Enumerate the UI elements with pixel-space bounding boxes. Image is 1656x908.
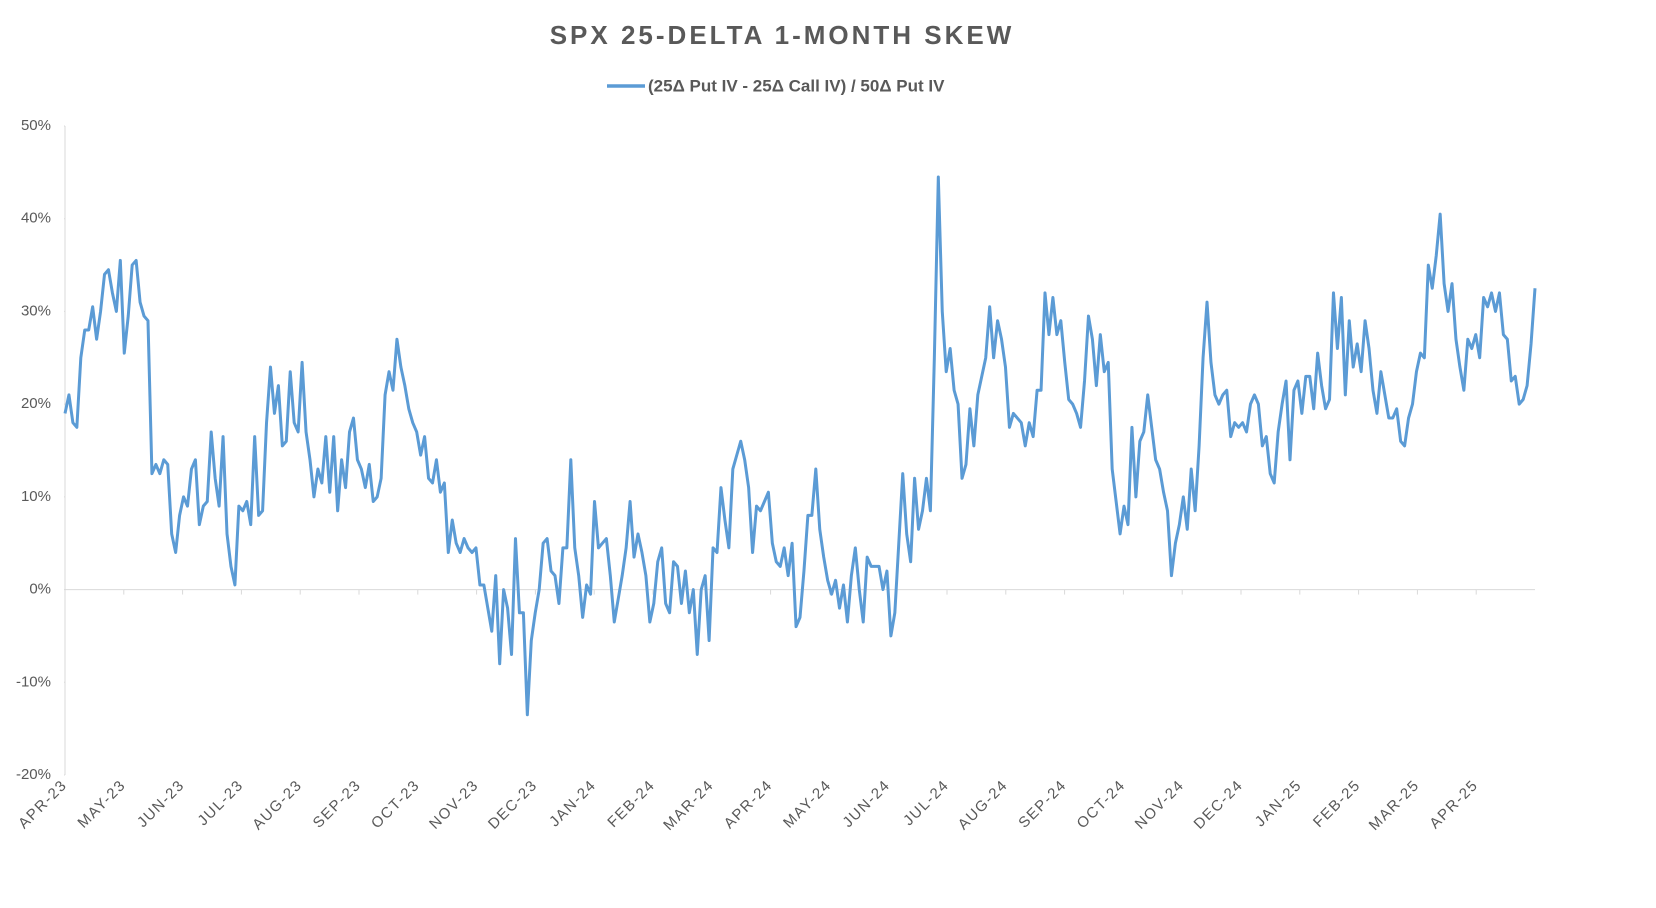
x-tick-label: JAN-25 [1252, 777, 1306, 831]
y-tick-label: -10% [16, 673, 51, 690]
x-tick-label: MAY-24 [780, 777, 835, 832]
x-tick-label: OCT-24 [1074, 777, 1130, 833]
y-tick-label: 20% [21, 395, 51, 412]
x-tick-label: DEC-23 [485, 777, 541, 833]
x-tick-label: JUL-23 [194, 777, 247, 830]
x-tick-label: DEC-24 [1191, 777, 1247, 833]
x-tick-label: OCT-23 [368, 777, 424, 833]
y-tick-label: 30% [21, 302, 51, 319]
x-tick-label: MAR-24 [660, 777, 717, 834]
x-tick-label: SEP-23 [310, 777, 365, 832]
chart-title: SPX 25-DELTA 1-MONTH SKEW [550, 20, 1015, 50]
x-tick-label: SEP-24 [1015, 777, 1070, 832]
series-line [63, 175, 1537, 717]
y-tick-label: 10% [21, 488, 51, 505]
x-tick-label: NOV-24 [1132, 777, 1188, 833]
x-tick-label: JUL-24 [900, 777, 953, 830]
x-tick-label: FEB-25 [1310, 777, 1364, 831]
x-tick-label: NOV-23 [426, 777, 482, 833]
x-tick-label: JUN-23 [134, 777, 188, 831]
y-tick-label: 40% [21, 210, 51, 227]
x-tick-label: JAN-24 [546, 777, 600, 831]
x-tick-label: APR-23 [15, 777, 71, 833]
y-tick-label: 0% [29, 581, 51, 598]
x-tick-label: AUG-23 [249, 777, 306, 834]
x-tick-label: FEB-24 [604, 777, 658, 831]
x-tick-label: MAY-23 [74, 777, 129, 832]
x-tick-label: AUG-24 [955, 777, 1012, 834]
x-tick-label: JUN-24 [839, 777, 893, 831]
y-tick-label: -20% [16, 766, 51, 783]
x-tick-label: APR-24 [721, 777, 777, 833]
x-tick-label: APR-25 [1426, 777, 1482, 833]
legend-label: (25Δ Put IV - 25Δ Call IV) / 50Δ Put IV [648, 76, 945, 95]
y-tick-label: 50% [21, 117, 51, 134]
x-tick-label: MAR-25 [1366, 777, 1423, 834]
